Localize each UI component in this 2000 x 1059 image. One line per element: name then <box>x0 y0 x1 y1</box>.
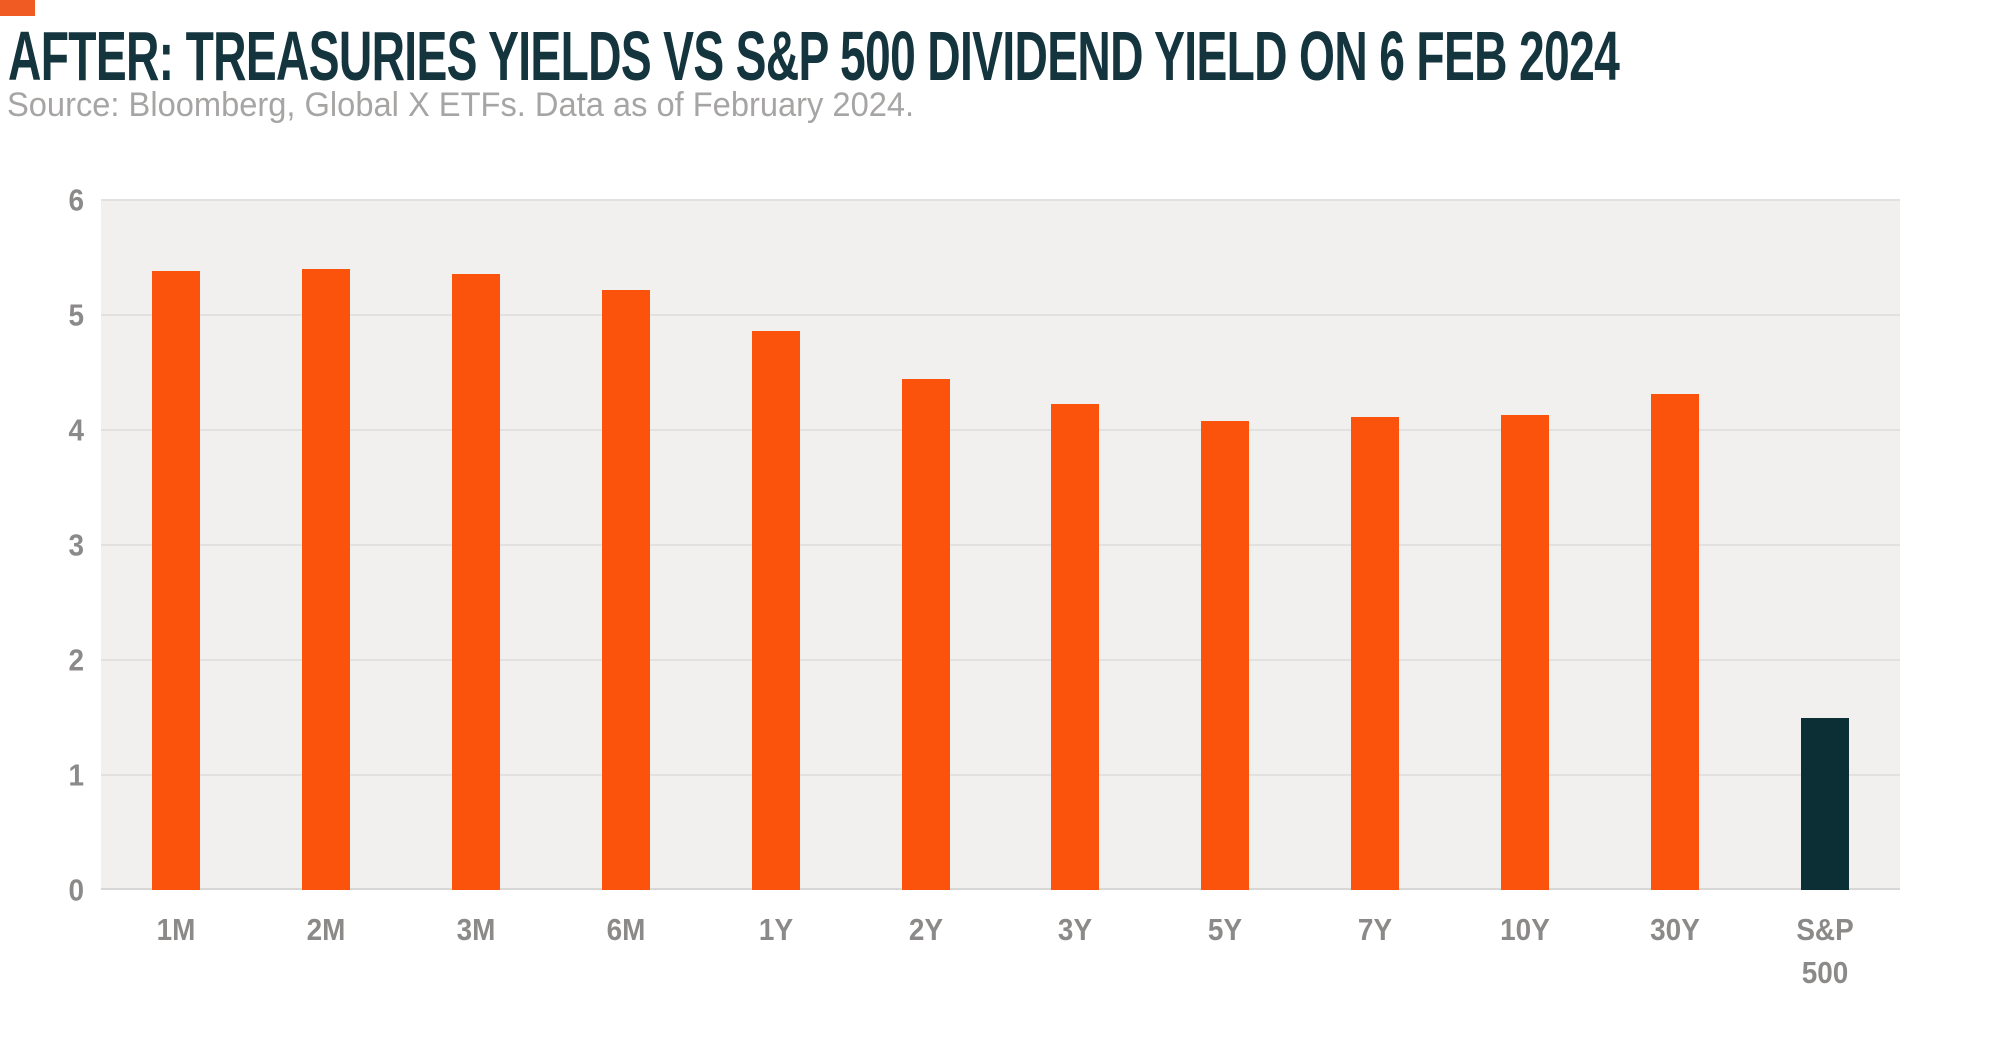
chart-title: AFTER: TREASURIES YIELDS VS S&P 500 DIVI… <box>8 17 1620 95</box>
bar-30y <box>1651 394 1700 890</box>
bar-2m <box>301 269 350 890</box>
x-tick-label-2m: 2M <box>306 912 346 947</box>
x-tick-label-30y: 30Y <box>1650 912 1700 947</box>
bar-2y <box>901 379 950 890</box>
bar-s-p-500 <box>1801 717 1850 890</box>
x-tick-label-s-p-500: S&P 500 <box>1796 912 1854 991</box>
bar-1m <box>151 271 200 890</box>
plot-area <box>101 199 1900 890</box>
gridline-6 <box>101 199 1900 201</box>
gridline-1 <box>101 774 1900 776</box>
x-tick-label-2y: 2Y <box>908 912 943 947</box>
bar-1y <box>751 331 800 890</box>
bar-6m <box>601 289 650 890</box>
y-tick-label-4: 4 <box>68 412 84 448</box>
gridline-5 <box>101 314 1900 316</box>
y-tick-label-1: 1 <box>68 757 84 793</box>
gridline-4 <box>101 429 1900 431</box>
accent-square <box>0 0 35 16</box>
x-tick-label-1m: 1M <box>156 912 196 947</box>
gridline-2 <box>101 659 1900 661</box>
x-tick-label-1y: 1Y <box>758 912 793 947</box>
bar-7y <box>1351 417 1400 890</box>
x-tick-label-5y: 5Y <box>1208 912 1243 947</box>
bar-10y <box>1501 415 1550 890</box>
x-tick-label-10y: 10Y <box>1500 912 1551 947</box>
y-tick-label-0: 0 <box>68 872 84 908</box>
x-tick-label-3m: 3M <box>456 912 496 947</box>
x-axis-baseline <box>101 888 1900 890</box>
bar-3m <box>451 273 500 890</box>
x-tick-label-3y: 3Y <box>1058 912 1093 947</box>
y-tick-label-6: 6 <box>68 182 84 218</box>
x-tick-label-7y: 7Y <box>1358 912 1393 947</box>
y-tick-label-3: 3 <box>68 527 84 563</box>
bar-3y <box>1051 403 1100 890</box>
y-tick-label-5: 5 <box>68 297 84 333</box>
x-tick-label-6m: 6M <box>606 912 646 947</box>
bar-5y <box>1201 420 1250 890</box>
y-tick-label-2: 2 <box>68 642 84 678</box>
gridline-3 <box>101 544 1900 546</box>
chart-subtitle: Source: Bloomberg, Global X ETFs. Data a… <box>7 86 915 124</box>
